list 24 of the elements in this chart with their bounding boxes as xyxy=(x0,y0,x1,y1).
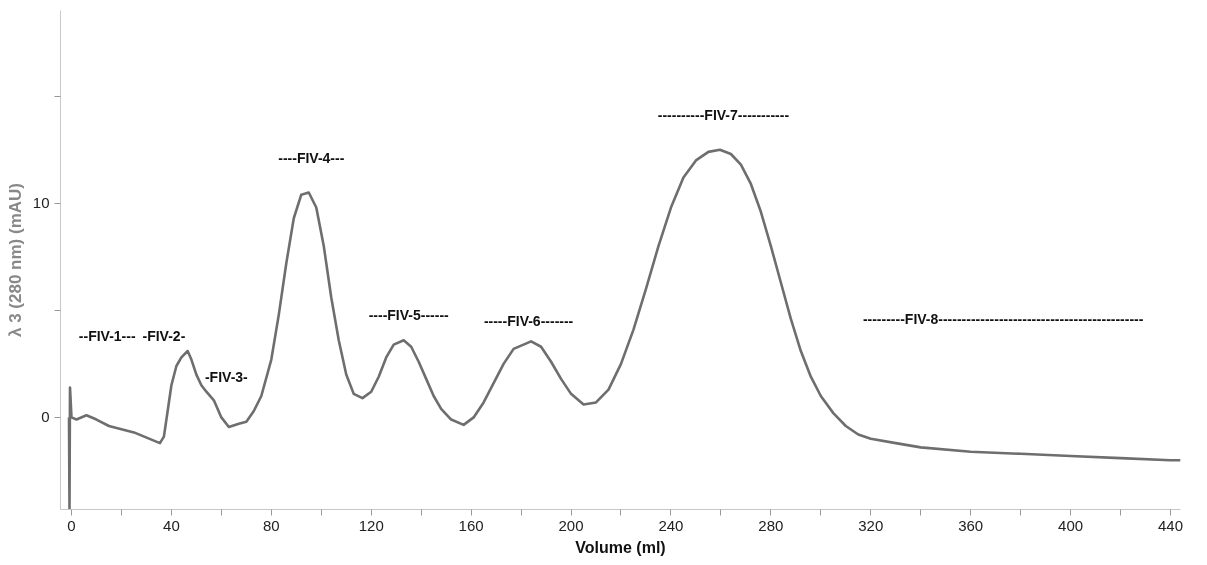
x-tick-label: 440 xyxy=(1158,516,1184,534)
x-tick-label: 200 xyxy=(558,516,584,534)
annotation: ----------FIV-7----------- xyxy=(657,107,790,124)
x-tick-label: 320 xyxy=(858,516,884,534)
annotation: --FIV-1--- xyxy=(78,328,136,345)
annotation: ----FIV-5------ xyxy=(368,306,450,323)
x-tick-label: 80 xyxy=(262,516,280,534)
x-tick-label: 400 xyxy=(1058,516,1084,534)
x-tick-label: 0 xyxy=(67,516,76,534)
y-tick-label: 10 xyxy=(32,194,50,212)
x-tick-label: 280 xyxy=(758,516,784,534)
x-tick-label: 120 xyxy=(358,516,384,534)
x-tick-label: 40 xyxy=(163,516,180,534)
annotation: -----FIV-6------- xyxy=(483,313,574,330)
line-series xyxy=(67,148,1181,510)
annotation: ----FIV-4--- xyxy=(278,150,345,167)
y-axis-title: λ 3 (280 nm) (mAU) xyxy=(5,183,25,337)
annotation: -FIV-3- xyxy=(204,368,249,385)
annotation: -FIV-2- xyxy=(142,328,186,345)
annotation: ---------FIV-8-------------------------------------------- xyxy=(862,310,1144,327)
x-tick-label: 240 xyxy=(658,516,684,534)
x-tick-label: 160 xyxy=(458,516,484,534)
x-axis-title: Volume (ml) xyxy=(575,538,666,556)
x-tick-label: 360 xyxy=(958,516,984,534)
